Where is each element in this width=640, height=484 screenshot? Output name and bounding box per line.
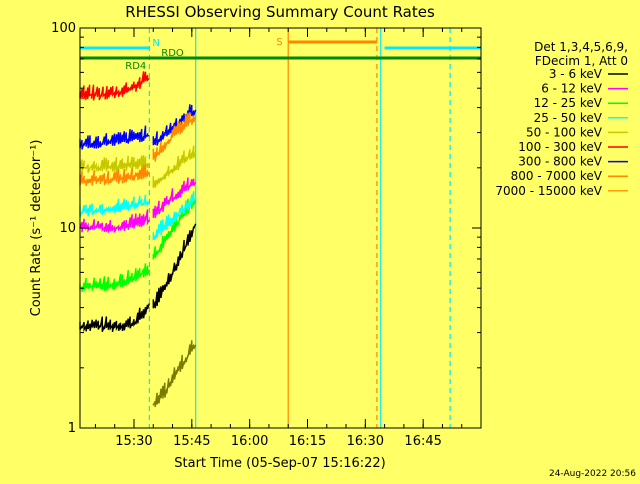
x-tick-label-2: 16:00: [231, 434, 268, 449]
series-6-segment-1: [152, 104, 197, 146]
x-tick-label-5: 16:45: [404, 434, 441, 449]
y-tick-label-1: 10: [59, 221, 76, 236]
series-3-segment-0: [79, 194, 150, 217]
flag-label-N: N: [152, 38, 159, 49]
y-axis-label: Count Rate (s⁻¹ detector⁻¹): [29, 140, 44, 317]
legend-entry-3: 25 - 50 keV: [534, 111, 603, 125]
legend-entry-1: 6 - 12 keV: [541, 82, 603, 96]
legend-entry-8: 7000 - 15000 keV: [495, 184, 602, 198]
vertical-markers: [148, 28, 451, 428]
flag-label-RD4: RD4: [125, 61, 146, 72]
y-tick-label-0: 1: [68, 421, 76, 436]
x-tick-label-3: 16:15: [289, 434, 326, 449]
legend-header-0: Det 1,3,4,5,6,9,: [534, 40, 628, 54]
series-0-segment-1: [152, 223, 197, 309]
data-series: [79, 71, 197, 408]
series-0-segment-0: [79, 303, 151, 333]
series-4-segment-1: [152, 145, 197, 188]
legend-entry-2: 12 - 25 keV: [534, 96, 603, 110]
series-7-segment-0: [79, 164, 151, 187]
legend-entry-0: 3 - 6 keV: [549, 67, 603, 81]
legend-entry-6: 300 - 800 keV: [518, 155, 602, 169]
footer-date: 24-Aug-2022 20:56: [549, 469, 636, 479]
series-1-segment-0: [79, 209, 151, 233]
series-2-segment-0: [79, 263, 151, 292]
series-7-segment-1: [152, 112, 197, 162]
y-tick-label-2: 100: [51, 21, 76, 36]
axes: 1 10 100 15:30 15:45 16:00 16:15 16:30 16:45: [51, 21, 482, 449]
series-5-segment-0: [79, 71, 150, 101]
flag-label-S: S: [276, 37, 282, 48]
series-4-segment-0: [79, 155, 151, 174]
legend-entry-5: 100 - 300 keV: [518, 140, 602, 154]
flag-label-RDO: RDO: [161, 48, 184, 59]
series-3-segment-1: [152, 191, 197, 241]
legend: Det 1,3,4,5,6,9,FDecim 1, Att 03 - 6 keV…: [495, 40, 628, 198]
series-8-segment-0: [152, 340, 197, 408]
legend-header-1: FDecim 1, Att 0: [535, 54, 628, 68]
chart-title: RHESSI Observing Summary Count Rates: [125, 3, 435, 21]
legend-entry-4: 50 - 100 keV: [526, 125, 603, 139]
series-1-segment-1: [152, 177, 197, 219]
legend-entry-7: 800 - 7000 keV: [511, 169, 603, 183]
x-tick-label-0: 15:30: [115, 434, 152, 449]
x-tick-label-1: 15:45: [173, 434, 210, 449]
series-6-segment-0: [79, 125, 150, 150]
flag-bars: N S RD4 RDO: [80, 37, 481, 72]
x-tick-label-4: 16:30: [347, 434, 384, 449]
x-axis-label: Start Time (05-Sep-07 15:16:22): [174, 456, 385, 471]
